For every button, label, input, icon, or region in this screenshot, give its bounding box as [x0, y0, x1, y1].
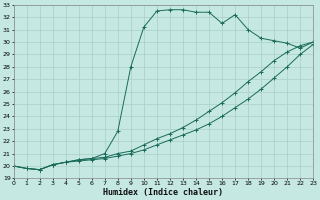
X-axis label: Humidex (Indice chaleur): Humidex (Indice chaleur) [103, 188, 223, 197]
